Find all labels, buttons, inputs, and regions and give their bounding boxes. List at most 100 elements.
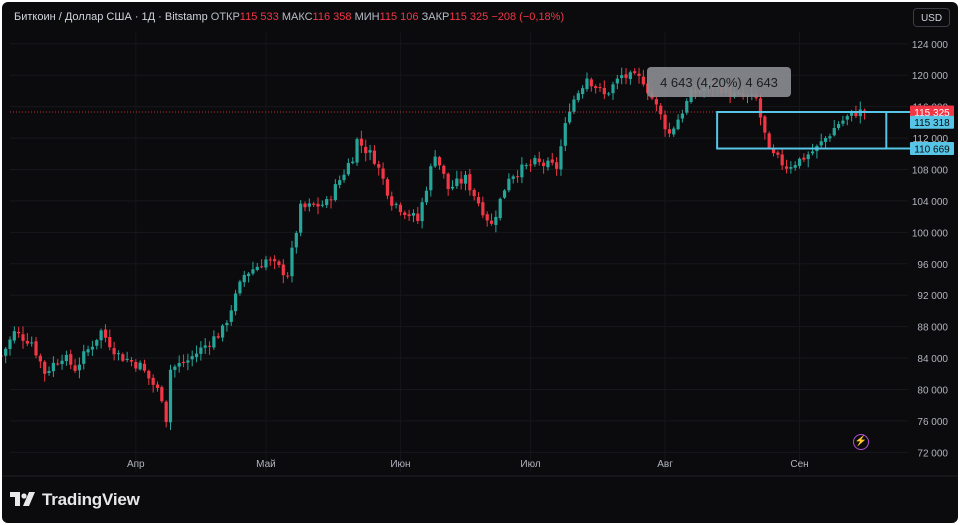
candle-body (394, 203, 398, 205)
candle-body (312, 203, 316, 205)
candle-body (836, 124, 841, 128)
candle-body (69, 354, 73, 365)
candle-body (151, 377, 155, 385)
candle-body (186, 360, 190, 363)
y-tick-label: 104 000 (912, 197, 949, 208)
x-tick-label: Июл (520, 459, 540, 470)
candle-body (463, 174, 468, 184)
lightning-icon[interactable]: ⚡ (853, 434, 869, 450)
candle-body (576, 93, 580, 101)
candle-body (90, 346, 95, 350)
candle-body (342, 174, 346, 181)
brand-name: TradingView (42, 490, 140, 509)
candle-body (611, 84, 615, 94)
candle-body (784, 166, 789, 169)
candle-body (190, 356, 194, 360)
candle-body (251, 269, 255, 274)
candle-body (17, 332, 21, 334)
candle-body (767, 133, 771, 148)
candle-body (455, 178, 459, 187)
box-bottom-price-badge: 110 669 (914, 145, 950, 156)
candle-body (147, 370, 151, 379)
candle-body (598, 87, 602, 89)
candle-body (390, 196, 394, 206)
candle-body (225, 322, 229, 326)
box-top-price-badge-bg (910, 115, 954, 129)
y-tick-label: 80 000 (917, 386, 948, 397)
y-tick-label: 100 000 (912, 228, 949, 239)
candle-body (43, 361, 47, 374)
measure-label: 4 643 (4,20%) 4 643 (660, 75, 778, 90)
candle-body (667, 129, 672, 134)
candle-body (494, 216, 498, 225)
candle-body (264, 259, 268, 268)
candle-body (355, 139, 359, 163)
candle-body (125, 358, 129, 360)
candle-body (329, 199, 333, 201)
candle-body (142, 363, 147, 371)
measure-label-bg (647, 67, 791, 97)
candle-body (246, 273, 251, 277)
candle-body (86, 349, 90, 353)
candle-body (411, 212, 416, 216)
candle-body (437, 157, 442, 166)
candle-body (177, 362, 181, 367)
candle-body (2, 355, 3, 357)
candle-body (77, 364, 82, 371)
candle-body (780, 154, 784, 166)
candle-body (485, 214, 489, 221)
candle-body (116, 353, 121, 355)
candle-body (420, 202, 424, 222)
candle-body (416, 213, 420, 221)
candle-body (194, 353, 199, 358)
candle-body (641, 76, 645, 85)
currency-button[interactable]: USD (913, 8, 950, 27)
candle-body (823, 137, 828, 142)
candle-body (850, 111, 854, 116)
candle-body (286, 275, 290, 277)
candle-body (620, 75, 624, 78)
candle-body (351, 161, 355, 164)
candle-body (112, 348, 116, 355)
candle-body (845, 116, 849, 120)
candle-body (771, 148, 776, 154)
candle-body (134, 361, 138, 369)
candle-body (129, 359, 134, 362)
y-tick-label: 92 000 (917, 291, 948, 302)
candle-body (73, 365, 77, 371)
candle-body (229, 310, 233, 322)
candle-body (299, 203, 303, 233)
y-tick-label: 108 000 (912, 166, 949, 177)
candle-body (30, 342, 34, 344)
candle-body (242, 274, 246, 283)
candle-body (138, 362, 142, 370)
candle-body (555, 162, 559, 169)
candle-body (56, 363, 60, 365)
candle-body (164, 401, 168, 423)
candle-body (429, 166, 433, 191)
candle-body (216, 336, 220, 338)
candle-body (203, 345, 207, 348)
candle-body (8, 339, 12, 349)
candle-body (338, 180, 342, 185)
candle-body (602, 88, 606, 95)
candle-body (255, 266, 259, 270)
candle-body (268, 259, 272, 261)
x-tick-label: Июн (390, 459, 410, 470)
candle-body (685, 100, 689, 113)
candle-body (103, 329, 108, 338)
candle-body (233, 293, 238, 312)
candle-body (260, 266, 264, 268)
candle-body (320, 204, 324, 206)
candle-body (155, 384, 160, 389)
candle-body (377, 164, 381, 168)
tradingview-logo[interactable]: TradingView (10, 490, 140, 510)
candle-body (424, 190, 429, 203)
candle-body (832, 128, 836, 136)
range-box[interactable] (716, 111, 888, 150)
candle-body (628, 72, 632, 80)
candle-body (559, 146, 563, 170)
candle-body (95, 340, 99, 346)
